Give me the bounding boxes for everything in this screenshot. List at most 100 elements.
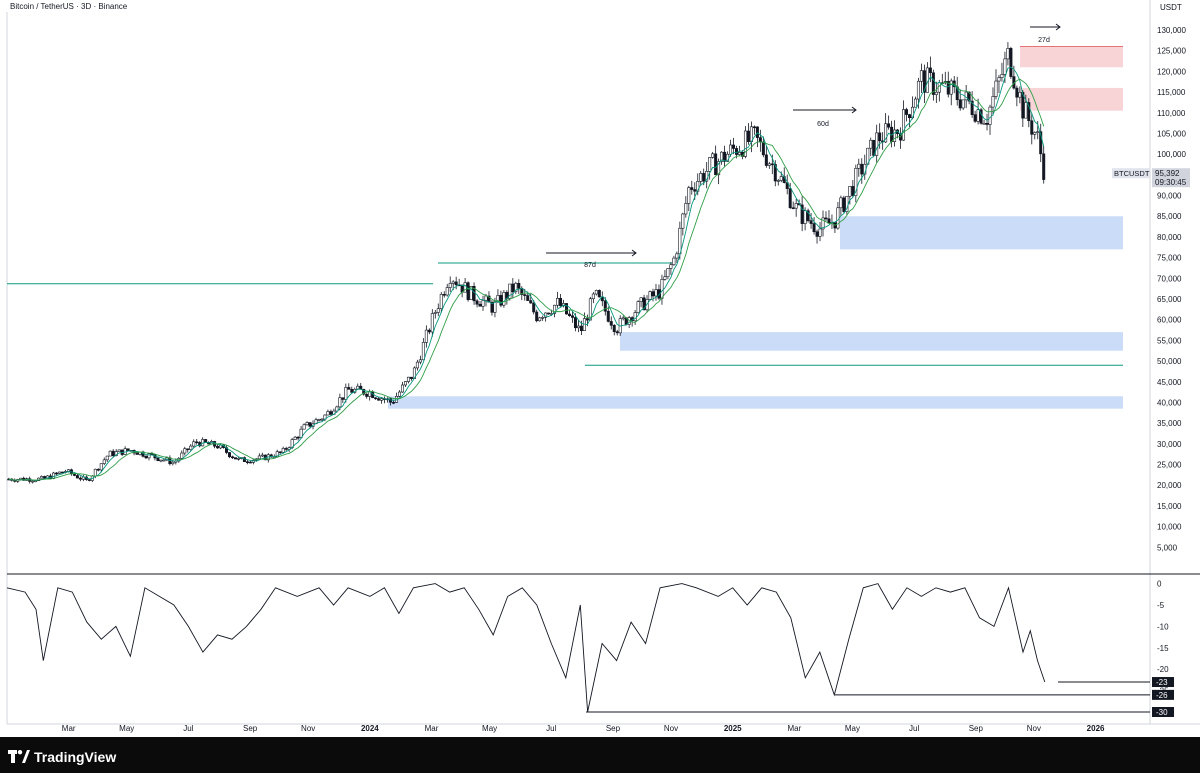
candle-body — [436, 308, 440, 313]
candle-body — [997, 77, 1001, 82]
candle-body — [466, 282, 470, 300]
oscillator-tick-label: -15 — [1157, 644, 1169, 653]
candle-body — [102, 459, 106, 464]
candle-body — [717, 161, 721, 176]
candle-body — [317, 419, 321, 421]
candle-body — [341, 397, 345, 400]
candle-body — [576, 325, 580, 329]
candle-body — [714, 153, 718, 176]
candle-body — [499, 295, 503, 306]
price-tick-label: 90,000 — [1157, 192, 1182, 201]
zone-2 — [840, 216, 1123, 250]
candle-body — [612, 324, 616, 332]
candle-body — [642, 297, 646, 311]
price-chart[interactable]: 87d 60d 27d 130,000 125,000 120,000 115,000 110… — [0, 0, 1200, 737]
candle-body — [693, 189, 697, 192]
candle-body — [803, 210, 807, 224]
candle-body — [135, 452, 139, 455]
candle-body — [663, 276, 667, 280]
candle-body — [171, 461, 175, 465]
price-tick-label: 70,000 — [1157, 274, 1182, 283]
candle-body — [541, 316, 545, 319]
candle-body — [928, 67, 932, 74]
candle-body — [365, 393, 369, 397]
candle-body — [556, 297, 560, 306]
price-tick-label: 45,000 — [1157, 378, 1182, 387]
zone-4 — [388, 396, 1123, 409]
candle-body — [735, 148, 739, 155]
price-tag-value: 95,392 — [1155, 169, 1180, 178]
price-tick-label: 125,000 — [1157, 47, 1186, 56]
candle-body — [228, 452, 232, 458]
time-tick-label: Sep — [243, 724, 258, 733]
candle-body — [439, 294, 443, 309]
candle-body — [147, 453, 151, 459]
candle-body — [284, 448, 288, 450]
candle-body — [1015, 87, 1019, 98]
candle-body — [690, 187, 694, 190]
candle-body — [606, 310, 610, 322]
candle-body — [511, 283, 515, 293]
candle-body — [585, 318, 589, 321]
candle-body — [934, 91, 938, 95]
candle-body — [344, 387, 348, 400]
candle-body — [839, 197, 843, 209]
oscillator-marker-text: -30 — [1156, 708, 1168, 717]
candle-body — [335, 406, 339, 412]
candle-body — [573, 317, 577, 329]
price-tick-label: 50,000 — [1157, 357, 1182, 366]
candle-body — [421, 342, 425, 361]
candle-body — [338, 397, 342, 408]
price-unit: USDT — [1160, 3, 1182, 12]
candle-body — [621, 317, 625, 320]
candle-body — [195, 441, 199, 444]
price-tick-label: 10,000 — [1157, 523, 1182, 532]
oscillator-marker-bg — [1152, 677, 1174, 688]
candle-body — [58, 471, 62, 474]
candle-body — [669, 264, 673, 269]
candle-body — [648, 291, 652, 300]
candle-body — [60, 471, 64, 474]
candle-body — [615, 331, 619, 334]
candle-body — [374, 397, 378, 400]
price-tick-label: 20,000 — [1157, 481, 1182, 490]
price-tick-label: 40,000 — [1157, 398, 1182, 407]
candle-body — [442, 294, 446, 296]
candle-body — [931, 72, 935, 95]
candle-body — [55, 472, 59, 475]
candle-body — [1030, 120, 1034, 135]
time-tick-label: Jul — [546, 724, 556, 733]
price-tick-label: 105,000 — [1157, 129, 1186, 138]
oscillator-line — [6, 583, 1046, 713]
candle-body — [848, 186, 852, 197]
candle-body — [672, 257, 676, 266]
candle-body — [475, 300, 479, 305]
candle-body — [702, 173, 706, 182]
candle-body — [490, 301, 494, 313]
price-tick-label: 35,000 — [1157, 419, 1182, 428]
candle-body — [1036, 131, 1040, 133]
moving-average-1 — [8, 78, 1045, 481]
candle-body — [764, 154, 768, 166]
candle-body — [675, 253, 679, 259]
tradingview-logo[interactable]: TradingView — [8, 749, 116, 765]
zone-3 — [620, 332, 1123, 351]
candle-body — [597, 290, 601, 298]
candle-body — [230, 456, 234, 459]
candle-body — [633, 312, 637, 322]
candle-body — [248, 461, 252, 464]
candle-body — [302, 424, 306, 430]
candle-body — [326, 411, 330, 416]
candle-body — [72, 473, 76, 476]
oscillator-tick-label: -5 — [1157, 601, 1165, 610]
candle-body — [159, 459, 163, 462]
candle-body — [991, 96, 995, 108]
price-tag-bg — [1152, 168, 1190, 188]
candle-body — [96, 468, 100, 471]
candle-body — [884, 123, 888, 143]
price-tick-label: 130,000 — [1157, 26, 1186, 35]
candle-body — [824, 217, 828, 220]
candle-body — [878, 132, 882, 142]
candle-body — [743, 130, 747, 157]
candle-body — [433, 312, 437, 314]
